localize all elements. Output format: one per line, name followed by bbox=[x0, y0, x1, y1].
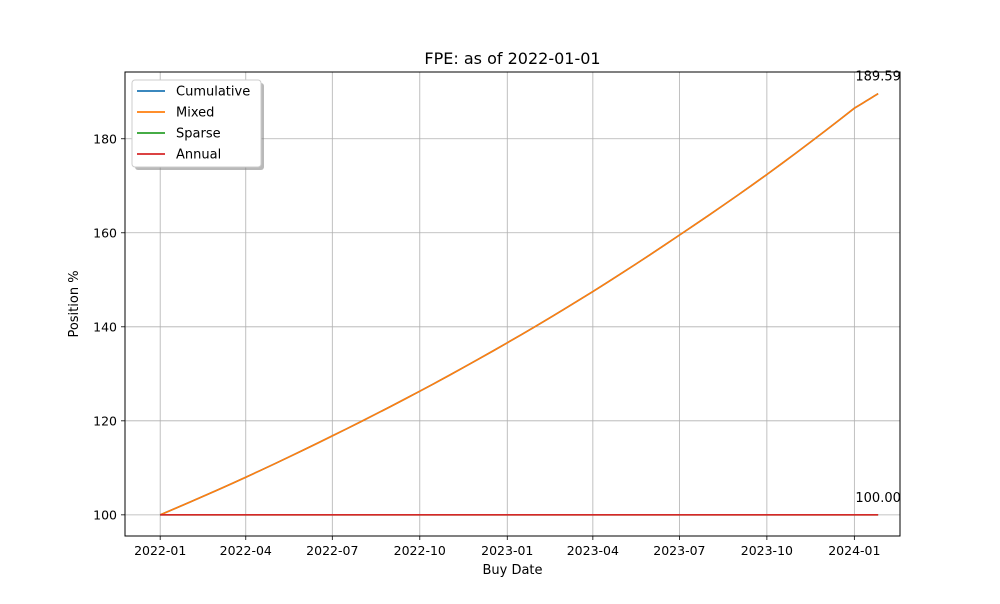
x-tick-label: 2022-07 bbox=[306, 543, 358, 558]
chart-title: FPE: as of 2022-01-01 bbox=[424, 49, 600, 68]
legend-label-annual: Annual bbox=[176, 148, 221, 163]
plot-frame bbox=[124, 71, 901, 537]
x-tick-label: 2022-01 bbox=[134, 543, 186, 558]
data-label: 189.59 bbox=[855, 70, 901, 85]
data-label: 100.00 bbox=[855, 491, 901, 506]
y-tick-label: 120 bbox=[93, 413, 117, 428]
y-tick-label: 180 bbox=[93, 131, 117, 146]
x-tick-label: 2023-04 bbox=[567, 543, 619, 558]
legend-label-mixed: Mixed bbox=[176, 106, 214, 121]
x-tick-label: 2023-01 bbox=[481, 543, 533, 558]
x-tick-label: 2022-04 bbox=[220, 543, 272, 558]
x-tick-label: 2023-10 bbox=[741, 543, 793, 558]
y-axis-label: Position % bbox=[67, 270, 82, 337]
x-tick-label: 2023-07 bbox=[653, 543, 705, 558]
y-tick-label: 100 bbox=[93, 507, 117, 522]
x-tick-label: 2022-10 bbox=[394, 543, 446, 558]
legend: Cumulative Mixed Sparse Annual bbox=[131, 79, 264, 170]
series-line-mixed bbox=[159, 92, 879, 516]
y-tick-label: 160 bbox=[93, 225, 117, 240]
x-tick-label: 2024-01 bbox=[828, 543, 880, 558]
legend-box bbox=[131, 79, 262, 168]
x-axis-label: Buy Date bbox=[482, 563, 542, 578]
axis-ticks: 2022-01 2022-04 2022-07 2022-10 2023-01 2023-… bbox=[93, 131, 880, 558]
legend-label-sparse: Sparse bbox=[176, 127, 221, 142]
y-tick-label: 140 bbox=[93, 319, 117, 334]
series-lines bbox=[159, 92, 879, 516]
annotations: 189.59 100.00 bbox=[855, 70, 901, 506]
legend-label-cumulative: Cumulative bbox=[176, 85, 250, 100]
